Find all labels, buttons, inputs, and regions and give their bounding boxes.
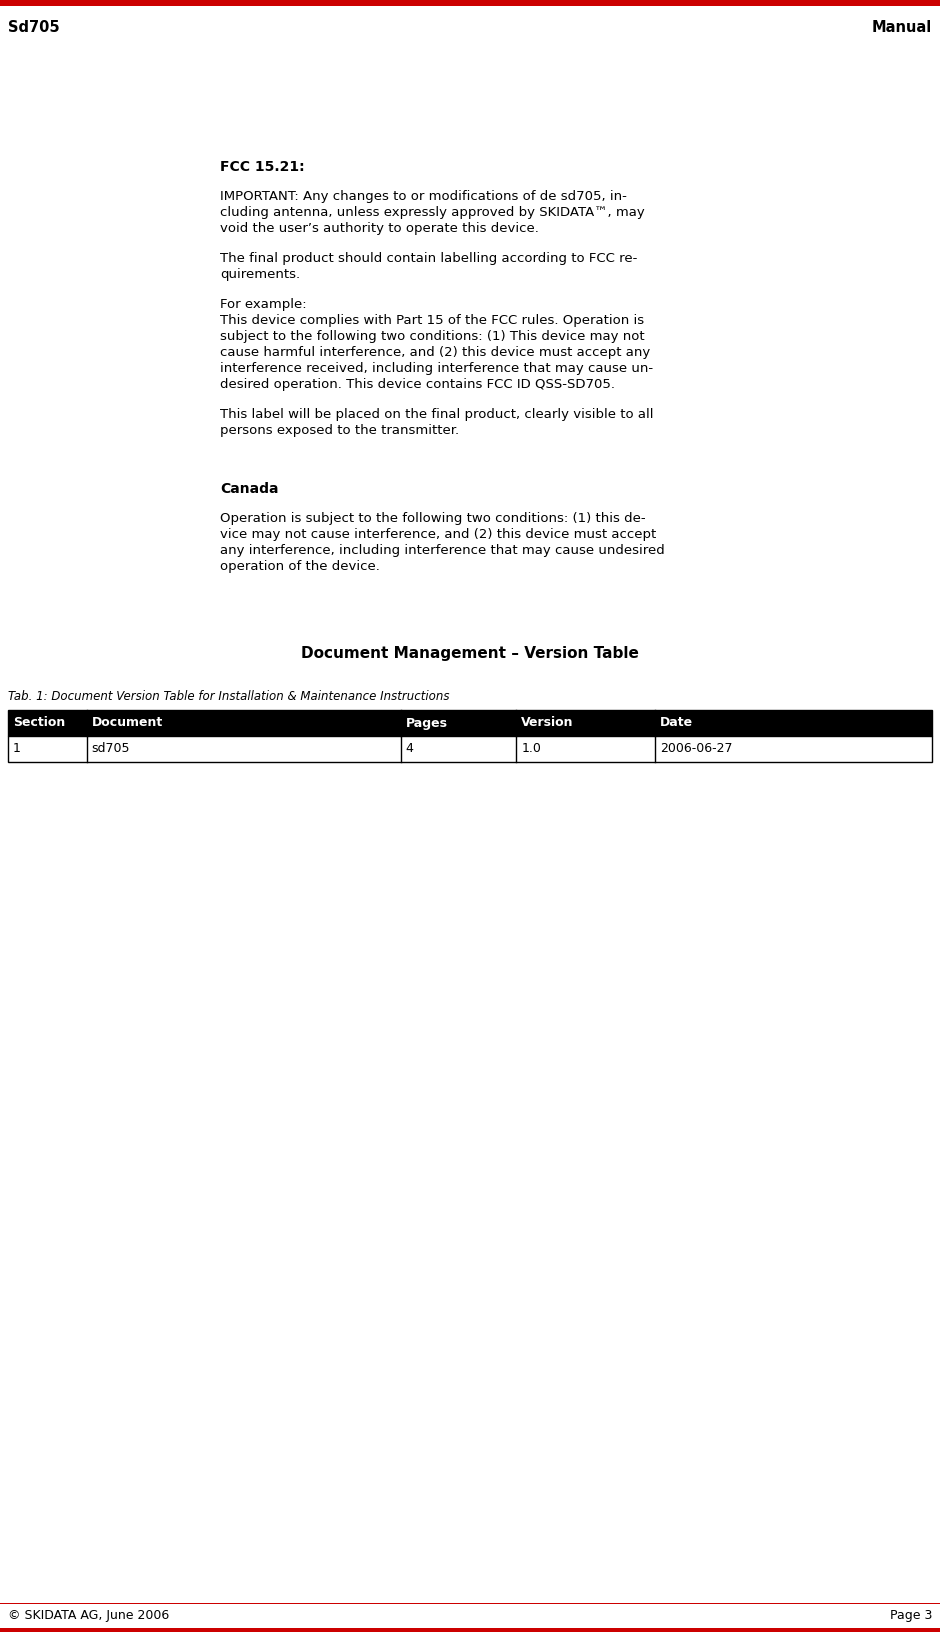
Text: 1.0: 1.0: [521, 743, 541, 756]
Text: void the user’s authority to operate this device.: void the user’s authority to operate thi…: [220, 222, 539, 236]
Text: subject to the following two conditions: (1) This device may not: subject to the following two conditions:…: [220, 330, 645, 344]
Text: Date: Date: [660, 717, 693, 730]
Bar: [0, 1628, 940, 1633]
Text: IMPORTANT: Any changes to or modifications of de sd705, in-: IMPORTANT: Any changes to or modificatio…: [220, 190, 627, 203]
Text: Sd705: Sd705: [8, 21, 59, 36]
Text: © SKIDATA AG, June 2006: © SKIDATA AG, June 2006: [8, 1610, 169, 1623]
Bar: [8, 710, 932, 736]
Text: desired operation. This device contains FCC ID QSS-SD705.: desired operation. This device contains …: [220, 378, 615, 391]
Text: This label will be placed on the final product, clearly visible to all: This label will be placed on the final p…: [220, 407, 653, 420]
Text: This device complies with Part 15 of the FCC rules. Operation is: This device complies with Part 15 of the…: [220, 314, 644, 327]
Text: operation of the device.: operation of the device.: [220, 560, 380, 573]
Text: The final product should contain labelling according to FCC re-: The final product should contain labelli…: [220, 252, 637, 265]
Text: FCC 15.21:: FCC 15.21:: [220, 160, 305, 173]
Text: Document Management – Version Table: Document Management – Version Table: [301, 646, 639, 661]
Text: Document: Document: [91, 717, 163, 730]
Text: cluding antenna, unless expressly approved by SKIDATA™, may: cluding antenna, unless expressly approv…: [220, 206, 645, 219]
Text: Pages: Pages: [406, 717, 447, 730]
Text: Tab. 1: Document Version Table for Installation & Maintenance Instructions: Tab. 1: Document Version Table for Insta…: [8, 690, 449, 703]
Text: any interference, including interference that may cause undesired: any interference, including interference…: [220, 545, 665, 556]
Text: Manual: Manual: [871, 21, 932, 36]
Text: 4: 4: [406, 743, 414, 756]
Text: vice may not cause interference, and (2) this device must accept: vice may not cause interference, and (2)…: [220, 528, 656, 542]
Text: Operation is subject to the following two conditions: (1) this de-: Operation is subject to the following tw…: [220, 512, 646, 525]
Bar: [0, 0, 940, 7]
Text: Section: Section: [13, 717, 65, 730]
Text: Page 3: Page 3: [889, 1610, 932, 1623]
Bar: [8, 736, 932, 762]
Text: 1: 1: [13, 743, 21, 756]
Text: sd705: sd705: [91, 743, 130, 756]
Text: Canada: Canada: [220, 483, 278, 496]
Text: For example:: For example:: [220, 298, 306, 311]
Text: Version: Version: [521, 717, 573, 730]
Text: quirements.: quirements.: [220, 268, 300, 281]
Text: 2006-06-27: 2006-06-27: [660, 743, 732, 756]
Text: persons exposed to the transmitter.: persons exposed to the transmitter.: [220, 424, 459, 437]
Text: interference received, including interference that may cause un-: interference received, including interfe…: [220, 362, 653, 375]
Text: cause harmful interference, and (2) this device must accept any: cause harmful interference, and (2) this…: [220, 345, 650, 358]
